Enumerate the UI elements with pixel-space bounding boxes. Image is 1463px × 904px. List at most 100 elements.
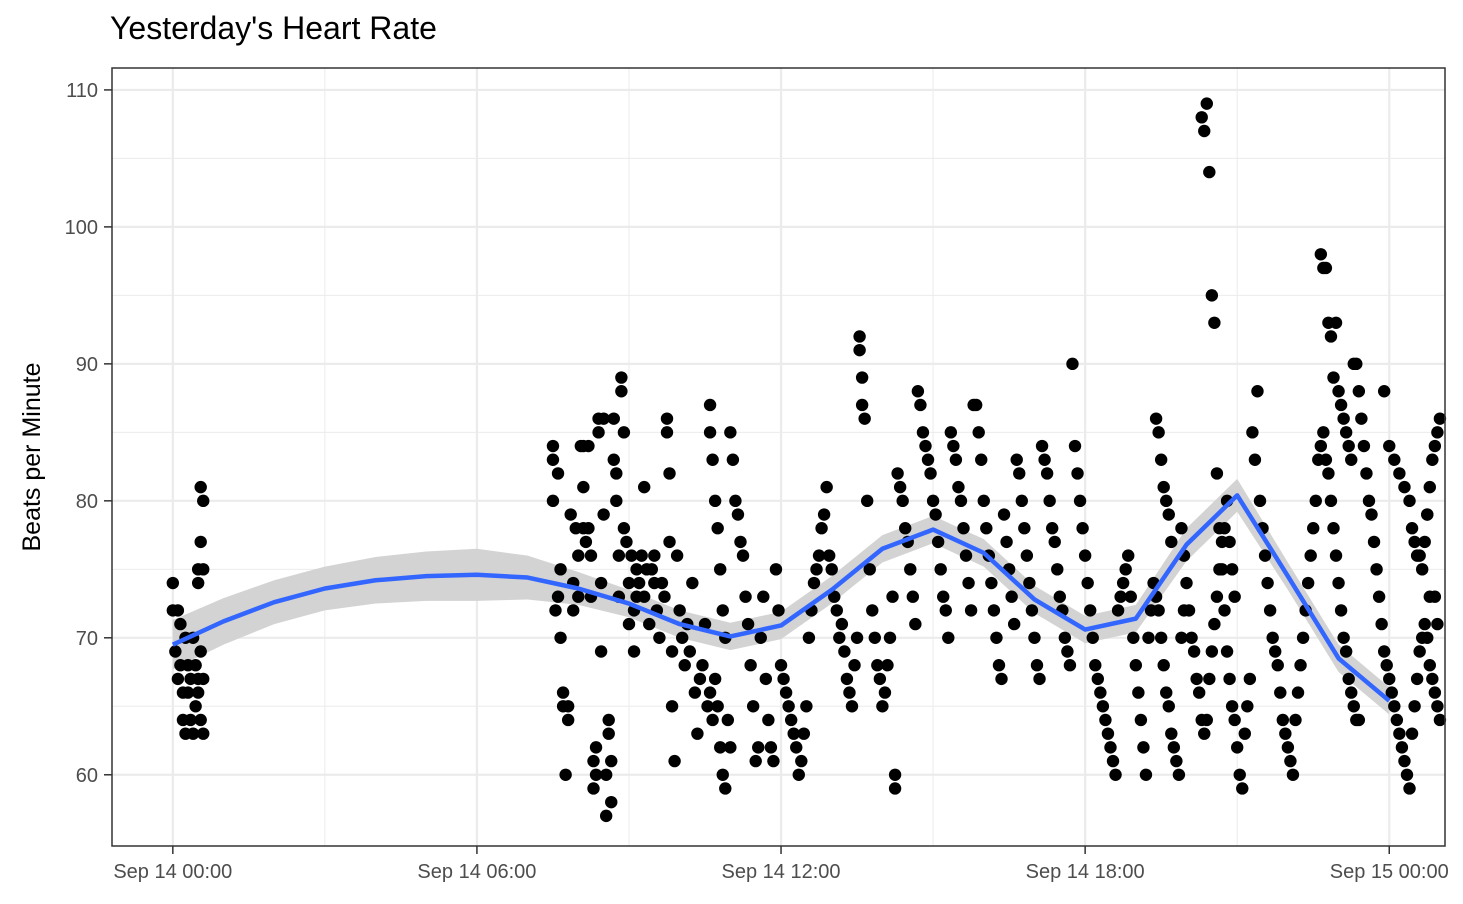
data-point: [997, 508, 1011, 521]
data-point: [191, 686, 205, 699]
data-point: [1332, 576, 1345, 590]
data-point: [1218, 604, 1231, 617]
data-point: [711, 700, 724, 713]
data-point: [714, 563, 727, 576]
data-point: [572, 590, 585, 603]
data-point: [1005, 590, 1018, 603]
data-point: [899, 522, 912, 535]
data-point: [1198, 727, 1211, 740]
chart-title: Yesterday's Heart Rate: [110, 10, 437, 46]
data-point: [1327, 522, 1340, 535]
data-point: [584, 549, 598, 562]
data-point: [1223, 535, 1236, 549]
data-point: [1271, 658, 1284, 672]
data-point: [1028, 631, 1041, 645]
data-point: [1360, 467, 1373, 480]
data-point: [746, 700, 760, 713]
data-point: [1104, 741, 1117, 754]
data-point: [607, 412, 620, 425]
data-point: [1165, 727, 1178, 740]
data-point: [610, 467, 623, 480]
data-point: [1030, 658, 1044, 672]
data-point: [630, 563, 643, 576]
data-point: [663, 535, 676, 549]
data-point: [673, 604, 686, 617]
y-tick-label: 90: [76, 354, 98, 376]
data-point: [1286, 768, 1300, 781]
data-point: [546, 494, 560, 508]
data-point: [622, 576, 636, 590]
data-point: [1134, 713, 1148, 727]
data-point: [779, 686, 793, 699]
data-point: [615, 385, 628, 398]
data-point: [977, 494, 990, 508]
data-point: [1393, 467, 1406, 480]
data-point: [1192, 686, 1206, 699]
data-point: [561, 700, 575, 713]
data-point: [186, 727, 200, 740]
data-point: [1339, 426, 1353, 439]
data-point: [719, 782, 732, 795]
data-point: [597, 508, 610, 521]
data-point: [764, 741, 778, 754]
data-point: [845, 700, 859, 713]
data-point: [554, 563, 567, 576]
data-point: [1324, 330, 1338, 343]
data-point: [1355, 412, 1368, 425]
data-point: [706, 453, 719, 466]
data-point: [1187, 645, 1201, 658]
data-point: [1261, 576, 1274, 590]
data-point: [1241, 700, 1254, 713]
data-point: [197, 672, 210, 686]
data-point: [171, 604, 185, 617]
data-point: [1309, 494, 1322, 508]
data-point: [855, 398, 869, 412]
data-point: [605, 754, 618, 768]
data-point: [1213, 522, 1226, 535]
data-point: [886, 590, 899, 603]
data-point: [835, 617, 849, 631]
data-point: [703, 398, 717, 412]
data-point: [1203, 165, 1216, 179]
data-point: [169, 645, 182, 658]
data-point: [1345, 453, 1358, 466]
data-point: [1225, 563, 1239, 576]
data-point: [937, 590, 950, 603]
data-point: [197, 563, 210, 576]
data-point: [1101, 727, 1115, 740]
data-point: [1431, 700, 1444, 713]
data-point: [1370, 563, 1383, 576]
data-point: [1081, 576, 1094, 590]
data-point: [1122, 549, 1135, 562]
data-point: [1053, 590, 1066, 603]
data-point: [985, 576, 998, 590]
data-point: [1322, 467, 1335, 480]
data-point: [1043, 494, 1056, 508]
data-point: [605, 795, 618, 809]
data-point: [1091, 672, 1105, 686]
data-point: [1405, 727, 1419, 740]
data-point: [1352, 713, 1366, 727]
data-point: [772, 604, 785, 617]
data-point: [551, 590, 565, 603]
data-point: [701, 700, 714, 713]
data-point: [1020, 549, 1034, 562]
data-point: [643, 617, 656, 631]
data-point: [752, 741, 765, 754]
data-point: [599, 768, 613, 781]
data-point: [1023, 576, 1036, 590]
data-point: [777, 672, 790, 686]
data-point: [546, 439, 560, 453]
data-point: [873, 672, 887, 686]
data-point: [969, 398, 983, 412]
data-point: [1337, 631, 1350, 645]
data-point: [1426, 453, 1439, 466]
data-point: [1415, 563, 1429, 576]
data-point: [1304, 549, 1317, 562]
data-point: [868, 631, 882, 645]
data-point: [919, 439, 932, 453]
data-point: [962, 576, 975, 590]
data-point: [620, 535, 633, 549]
data-point: [559, 768, 572, 781]
y-tick-label: 80: [76, 491, 98, 513]
